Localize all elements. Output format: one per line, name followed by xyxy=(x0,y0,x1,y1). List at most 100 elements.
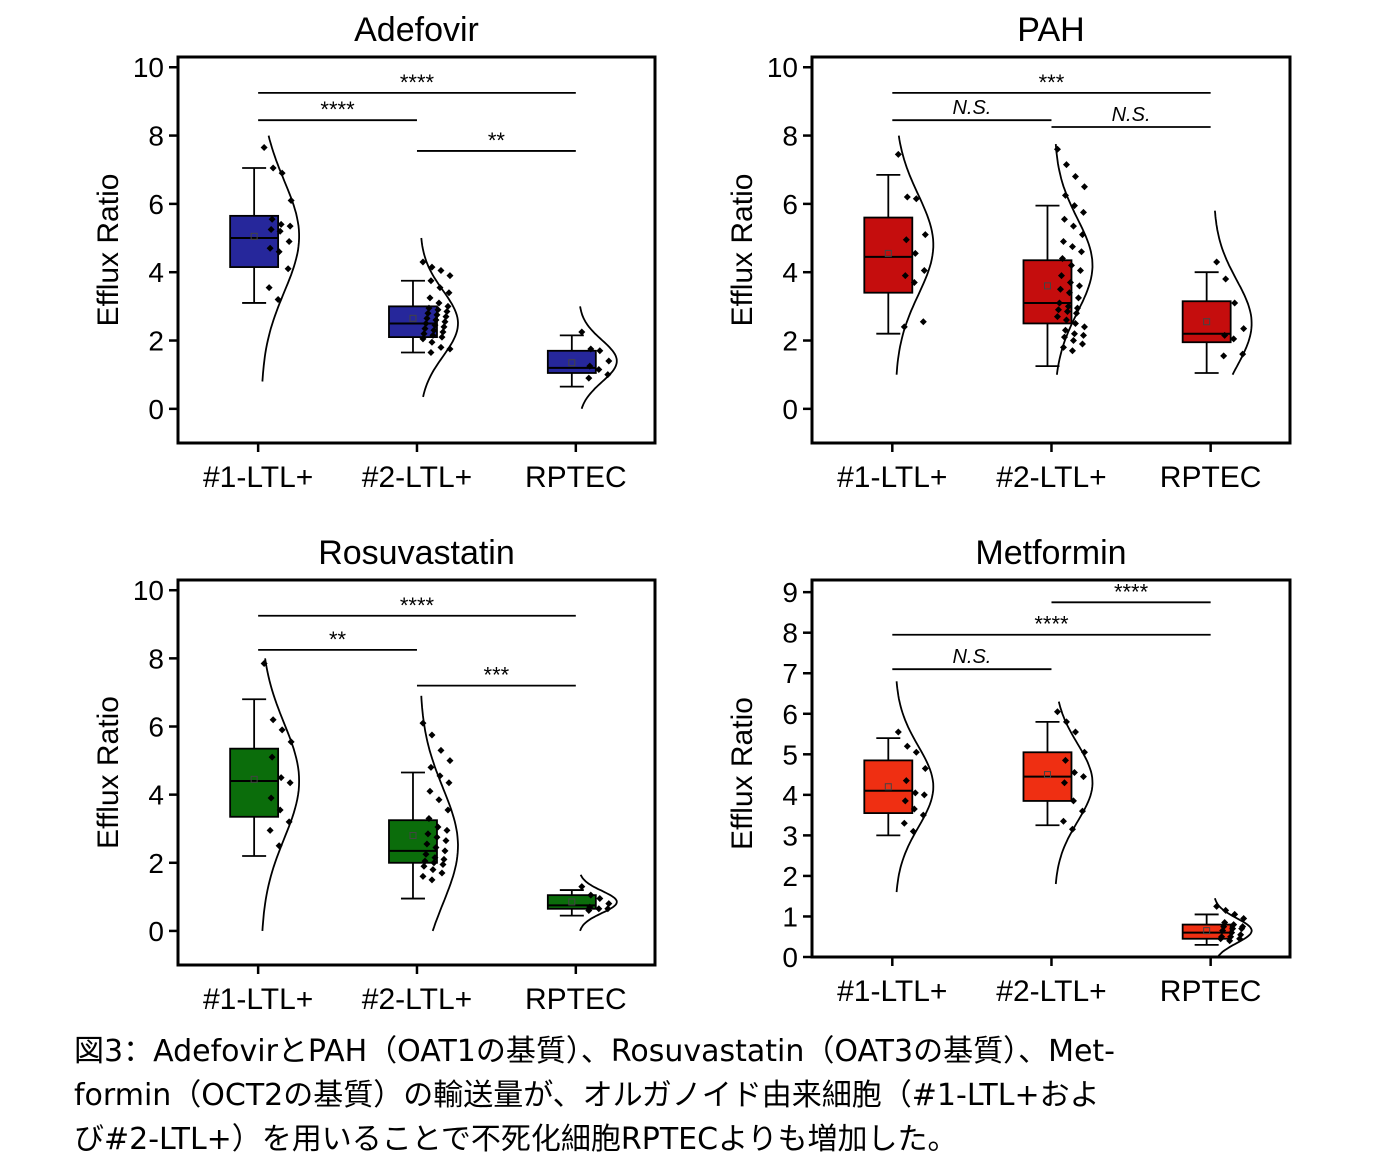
data-point xyxy=(435,796,443,804)
significance-label: ** xyxy=(488,128,506,153)
data-point xyxy=(911,789,919,797)
x-tick-label: #1-LTL+ xyxy=(837,975,947,1008)
data-point xyxy=(441,318,449,326)
y-tick-label: 10 xyxy=(767,52,798,83)
data-point xyxy=(430,859,438,867)
data-point xyxy=(920,266,928,274)
data-point xyxy=(1075,282,1083,290)
data-point xyxy=(1062,161,1070,169)
data-point xyxy=(1054,306,1062,314)
data-point xyxy=(911,249,919,257)
y-axis-label: Efflux Ratio xyxy=(92,174,125,327)
data-point xyxy=(443,826,451,834)
data-point xyxy=(429,331,437,339)
data-point xyxy=(439,328,447,336)
density-curve xyxy=(420,695,459,932)
box-group-RPTEC xyxy=(546,306,618,410)
significance-label: **** xyxy=(320,97,355,122)
data-point xyxy=(440,323,448,331)
data-point xyxy=(427,763,435,771)
data-point xyxy=(1061,756,1069,764)
data-point xyxy=(1078,340,1086,348)
data-point xyxy=(902,236,910,244)
box-group-#1-LTL+ xyxy=(863,135,935,375)
box-group-#2-LTL+ xyxy=(388,237,459,398)
data-point xyxy=(1060,779,1068,787)
data-point xyxy=(1080,183,1088,191)
significance-label: *** xyxy=(484,663,510,688)
x-tick-label: #1-LTL+ xyxy=(203,983,313,1016)
x-tick-label: #2-LTL+ xyxy=(996,461,1106,494)
x-tick-label: RPTEC xyxy=(1160,975,1262,1008)
density-curve xyxy=(1214,897,1253,958)
data-point xyxy=(894,150,902,158)
y-axis-label: Efflux Ratio xyxy=(726,697,759,850)
box-group-RPTEC xyxy=(1181,210,1253,376)
data-point xyxy=(1059,237,1067,245)
data-point xyxy=(442,837,450,845)
significance-label: N.S. xyxy=(952,97,991,119)
data-point xyxy=(1062,316,1070,324)
data-point xyxy=(921,765,929,772)
data-point xyxy=(1240,325,1248,333)
y-tick-label: 2 xyxy=(148,326,164,357)
data-point xyxy=(425,304,433,312)
data-point xyxy=(423,314,431,322)
data-point xyxy=(921,231,929,239)
data-point xyxy=(428,876,436,884)
density-curve xyxy=(1214,210,1253,376)
data-point xyxy=(1063,307,1071,315)
data-point xyxy=(1230,335,1238,343)
data-point xyxy=(901,797,909,805)
data-point xyxy=(1069,337,1077,345)
data-point xyxy=(440,855,448,863)
caption-line: formin（OCT2の基質）の輸送量が、オルガノイド由来細胞（#1-LTL+お… xyxy=(74,1078,1100,1113)
data-point xyxy=(919,318,927,326)
density-curve xyxy=(1054,144,1094,375)
data-point xyxy=(437,343,445,351)
data-point xyxy=(438,333,446,341)
data-point xyxy=(427,277,435,285)
mean-marker xyxy=(250,232,258,240)
data-point xyxy=(903,193,911,201)
data-point xyxy=(1213,258,1221,266)
chart-title: Metformin xyxy=(975,534,1126,572)
density-curve xyxy=(261,658,301,931)
y-tick-label: 0 xyxy=(782,394,798,425)
data-point xyxy=(920,791,928,799)
data-point xyxy=(1217,935,1225,943)
data-point xyxy=(596,895,604,903)
data-point xyxy=(1071,173,1079,181)
y-tick-label: 5 xyxy=(782,739,798,770)
significance-label: **** xyxy=(1114,579,1149,604)
data-point xyxy=(595,366,603,374)
data-point xyxy=(1068,243,1076,251)
y-tick-label: 0 xyxy=(148,916,164,947)
box-group-#1-LTL+ xyxy=(229,135,300,382)
data-point xyxy=(1070,330,1078,338)
data-point xyxy=(276,806,284,814)
mean-marker xyxy=(250,775,258,783)
data-point xyxy=(286,779,294,787)
data-point xyxy=(432,843,440,851)
data-point xyxy=(910,805,918,813)
data-point xyxy=(605,900,613,908)
data-point xyxy=(587,345,595,353)
y-tick-label: 10 xyxy=(133,52,164,83)
mean-marker xyxy=(1043,282,1051,290)
data-point xyxy=(431,321,439,329)
data-point xyxy=(1067,261,1075,269)
data-point xyxy=(268,753,276,761)
data-point xyxy=(894,728,902,736)
data-point xyxy=(586,362,594,370)
box-group-#1-LTL+ xyxy=(229,658,301,931)
data-point xyxy=(1226,937,1234,945)
box-group-#2-LTL+ xyxy=(1022,701,1094,885)
box-group-#1-LTL+ xyxy=(863,681,935,893)
data-point xyxy=(441,847,449,855)
y-tick-label: 2 xyxy=(782,326,798,357)
significance-label: N.S. xyxy=(1112,104,1151,126)
data-point xyxy=(278,726,286,734)
y-tick-label: 4 xyxy=(148,257,164,288)
data-point xyxy=(422,850,430,858)
